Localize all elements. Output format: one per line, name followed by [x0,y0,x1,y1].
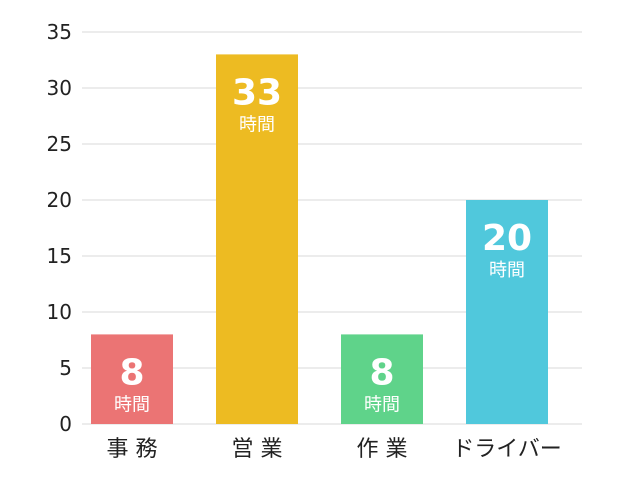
x-category-label: 事 務 [107,437,158,462]
y-tick-label: 0 [59,412,72,436]
y-tick-label: 10 [47,300,72,324]
bar [341,334,423,424]
bar-unit-label: 時間 [489,260,525,281]
x-axis-category-labels: 事 務 営 業 作 業 ドライバー [107,437,562,462]
x-category-label: 営 業 [232,437,283,462]
bar-value-label: 33 [232,72,282,113]
bar [466,200,548,424]
y-tick-label: 5 [59,356,72,380]
y-tick-label: 15 [47,244,72,268]
bar-value-label: 8 [119,352,144,393]
bar-unit-label: 時間 [114,394,150,415]
y-tick-label: 35 [47,20,72,44]
bar-value-label: 20 [482,218,532,259]
y-tick-label: 25 [47,132,72,156]
y-tick-label: 30 [47,76,72,100]
bar-unit-label: 時間 [364,394,400,415]
bar-value-label: 8 [369,352,394,393]
x-category-label: 作 業 [357,437,408,462]
x-category-label: ドライバー [452,437,562,462]
bar-unit-label: 時間 [239,114,275,135]
bar [216,54,298,425]
bar [91,334,173,424]
y-axis-ticks: 0 5 10 15 20 25 30 35 [47,20,72,436]
y-tick-label: 20 [47,188,72,212]
